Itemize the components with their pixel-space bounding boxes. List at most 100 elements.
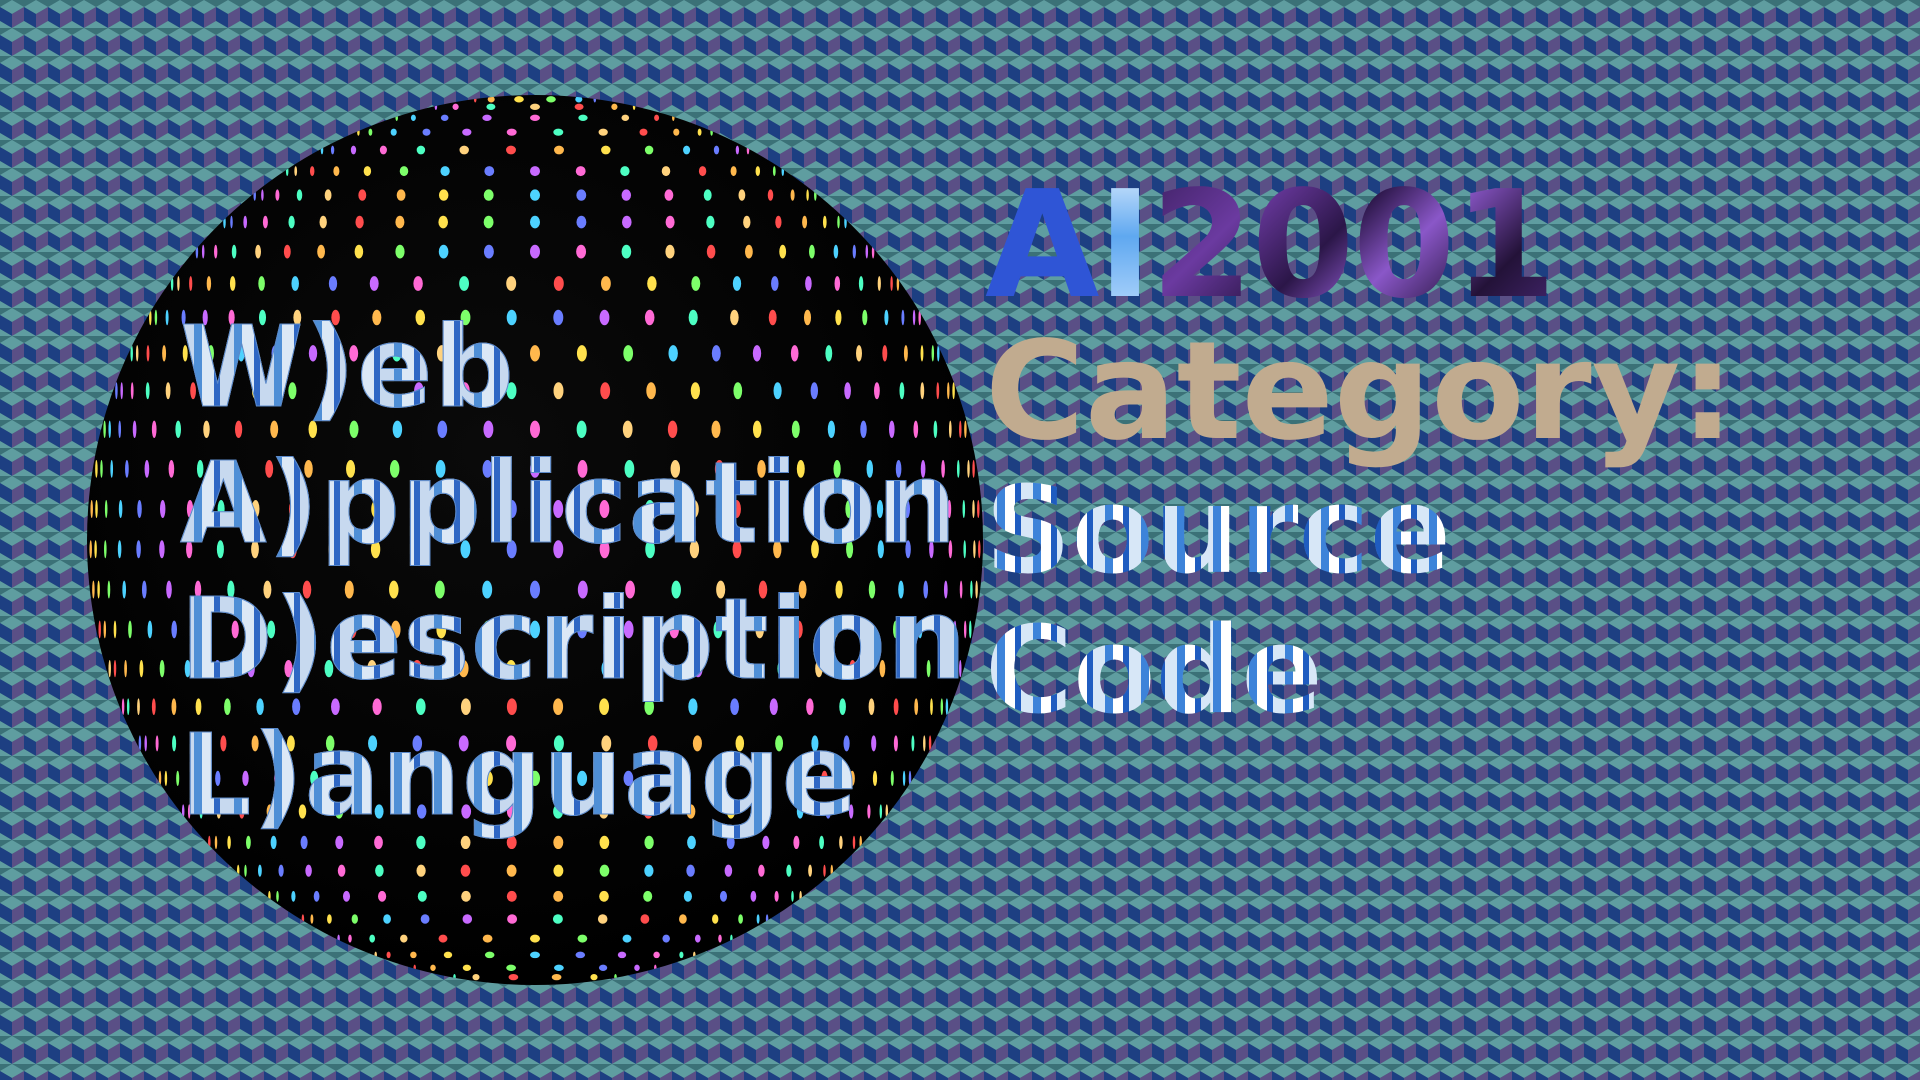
globe-dot	[622, 934, 632, 943]
globe-dot	[530, 244, 540, 259]
globe-dot	[283, 244, 291, 259]
globe-dot	[632, 103, 636, 110]
globe-dot	[189, 276, 193, 291]
globe-dot	[317, 244, 325, 259]
globe-dot	[554, 145, 564, 155]
globe-dot	[683, 890, 693, 902]
globe-dot	[487, 96, 495, 103]
globe-dot	[967, 460, 970, 478]
globe-dot	[348, 934, 352, 943]
globe-dot	[814, 189, 817, 201]
globe-dot	[858, 276, 864, 291]
acronym-line-application: A)pplication	[180, 436, 968, 572]
globe-dot	[175, 420, 182, 439]
globe-dot	[575, 951, 586, 959]
globe-dot	[577, 934, 588, 943]
globe-dot	[578, 114, 588, 121]
globe-dot	[124, 659, 127, 678]
globe-dot	[718, 934, 722, 943]
globe-dot	[108, 420, 111, 439]
globe-dot	[865, 244, 869, 259]
globe-dot	[313, 890, 320, 902]
globe-dot	[639, 128, 648, 136]
globe-dot	[363, 166, 372, 177]
globe-dot	[121, 698, 125, 716]
globe-dot	[972, 460, 975, 478]
globe-dot	[530, 934, 540, 943]
globe-dot	[258, 276, 265, 291]
globe-dot	[107, 580, 111, 599]
globe-dot	[141, 580, 147, 599]
globe-dot	[278, 864, 284, 877]
globe-dot	[386, 951, 391, 959]
globe-dot	[379, 145, 387, 155]
globe-dot	[443, 951, 453, 959]
globe-dot	[229, 276, 236, 291]
globe-dot	[871, 244, 875, 259]
globe-dot	[118, 420, 122, 439]
globe-dot	[553, 128, 564, 136]
globe-dot	[640, 914, 650, 924]
globe-dot	[506, 145, 516, 155]
globe-dot	[617, 951, 627, 959]
globe-dot	[459, 276, 469, 291]
globe-dot	[746, 145, 750, 155]
globe-dot	[355, 215, 364, 229]
globe-dot	[808, 864, 813, 877]
globe-dot	[130, 382, 134, 400]
globe-dot	[506, 890, 517, 902]
globe-dot	[166, 580, 172, 599]
globe-dot	[145, 382, 150, 400]
globe-dot	[177, 276, 180, 291]
globe-dot	[309, 166, 315, 177]
globe-dot	[482, 934, 493, 943]
globe-dot	[611, 103, 618, 110]
globe-dot	[844, 215, 847, 229]
globe-dot	[164, 770, 168, 787]
globe-dot	[115, 382, 118, 400]
globe-dot	[622, 215, 632, 229]
globe-dot	[553, 276, 564, 291]
globe-dot	[799, 890, 802, 902]
globe-dot	[730, 934, 733, 943]
globe-dot	[730, 166, 737, 177]
globe-dot	[374, 951, 377, 959]
globe-dot	[395, 244, 405, 259]
globe-dot	[661, 166, 671, 177]
globe-dot	[576, 189, 587, 201]
globe-dot	[706, 244, 716, 259]
globe-dot	[276, 890, 279, 902]
globe-dot	[654, 114, 660, 121]
globe-dot	[644, 864, 654, 877]
globe-dot	[774, 890, 779, 902]
globe-dot	[342, 890, 351, 902]
globe-dot	[551, 973, 562, 981]
globe-dot	[775, 215, 782, 229]
globe-dot	[120, 382, 123, 400]
globe-dot	[973, 540, 976, 559]
globe-dot	[438, 215, 448, 229]
title-block: AI2001 Category: Source Code	[985, 170, 1735, 742]
globe-dot	[434, 103, 438, 110]
globe-dot	[460, 864, 471, 877]
globe-dot	[598, 964, 608, 971]
globe-dot	[324, 189, 332, 201]
globe-dot	[743, 215, 751, 229]
globe-dot	[103, 620, 107, 639]
globe-dot	[390, 128, 397, 136]
globe-dot	[327, 914, 332, 924]
globe-dot	[484, 166, 495, 177]
globe-dot	[151, 698, 156, 716]
globe-dot	[165, 309, 169, 326]
globe-dot	[206, 276, 212, 291]
globe-dot	[694, 934, 701, 943]
globe-dot	[530, 166, 540, 177]
globe-dot	[679, 914, 687, 924]
globe-dot	[621, 114, 630, 121]
globe-dot	[369, 934, 376, 943]
globe-dot	[410, 114, 416, 121]
globe-dot	[440, 166, 450, 177]
globe-dot	[530, 189, 540, 201]
globe-dot	[98, 620, 101, 639]
globe-dot	[159, 500, 166, 518]
